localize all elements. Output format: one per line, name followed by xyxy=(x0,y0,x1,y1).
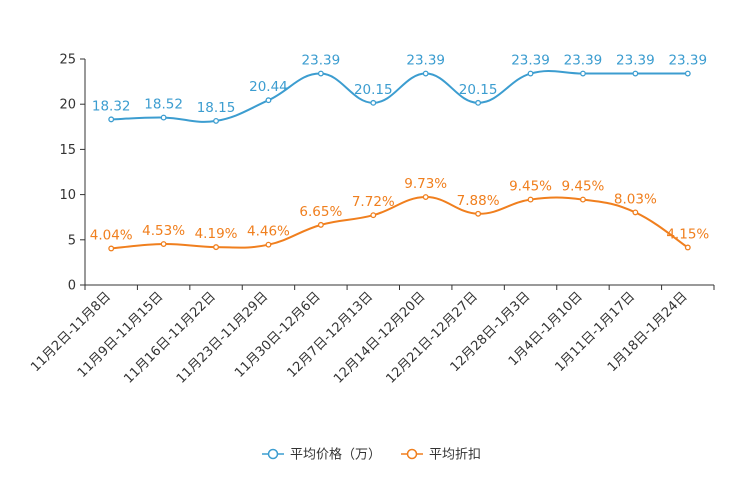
y-tick-label: 10 xyxy=(59,188,76,203)
discount-data-label: 4.19% xyxy=(195,226,238,242)
price-point xyxy=(684,70,691,77)
price-data-label: 23.39 xyxy=(616,53,655,69)
discount-data-label: 4.04% xyxy=(90,227,133,243)
price-point xyxy=(475,99,482,106)
price-data-label: 20.44 xyxy=(249,79,288,95)
price-point xyxy=(160,114,167,121)
discount-data-label: 7.72% xyxy=(352,194,395,210)
price-data-label: 18.52 xyxy=(144,97,183,113)
price-point xyxy=(213,117,219,124)
x-tick-label: 11月16日-11月22日 xyxy=(121,289,218,386)
price-data-label: 23.39 xyxy=(511,53,550,69)
discount-point xyxy=(580,196,586,203)
price-point xyxy=(370,99,377,106)
discount-data-label: 9.73% xyxy=(404,176,447,192)
discount-data-label: 4.46% xyxy=(247,224,290,240)
price-data-label: 18.15 xyxy=(197,100,236,116)
discount-point xyxy=(160,241,167,247)
discount-data-label: 7.88% xyxy=(457,193,500,209)
discount-point xyxy=(213,244,219,251)
discount-legend-label: 平均折扣 xyxy=(429,448,481,463)
price-data-label: 23.39 xyxy=(302,53,341,69)
discount-point xyxy=(370,212,377,219)
price-point xyxy=(527,70,534,77)
discount-point xyxy=(684,244,691,251)
discount-point xyxy=(475,210,482,217)
discount-point xyxy=(108,245,115,252)
price-point xyxy=(632,70,639,77)
discount-data-label: 4.53% xyxy=(142,223,185,239)
discount-data-label: 6.65% xyxy=(299,204,342,220)
discount-point xyxy=(422,194,429,200)
discount-point xyxy=(632,209,639,216)
y-tick-label: 0 xyxy=(68,279,76,294)
price-point xyxy=(422,70,429,77)
discount-data-label: 4.15% xyxy=(666,226,709,242)
price-data-label: 20.15 xyxy=(354,82,393,98)
price-data-label: 18.32 xyxy=(92,98,131,114)
discount-point xyxy=(527,196,534,203)
price-point xyxy=(580,70,586,77)
price-point xyxy=(108,116,115,123)
discount-data-label: 9.45% xyxy=(562,179,605,195)
discount-point xyxy=(265,241,272,248)
y-tick-label: 5 xyxy=(68,233,76,248)
discount-series-line xyxy=(111,196,689,250)
x-tick-label: 12月14日-12月20日 xyxy=(331,289,428,386)
price-data-label: 20.15 xyxy=(459,82,498,98)
x-tick-label: 12月21日-12月27日 xyxy=(383,289,480,386)
y-tick-label: 15 xyxy=(59,143,76,158)
price-legend-label: 平均价格（万） xyxy=(290,447,381,463)
price-point xyxy=(265,97,272,104)
price-data-label: 23.39 xyxy=(564,53,603,69)
discount-point xyxy=(317,221,324,228)
price-data-label: 23.39 xyxy=(668,53,707,69)
discount-data-label: 9.45% xyxy=(509,179,552,195)
price-legend-marker xyxy=(267,448,279,460)
price-data-label: 23.39 xyxy=(406,53,445,69)
price-point xyxy=(317,70,324,77)
y-tick-label: 20 xyxy=(59,98,76,113)
discount-legend-marker xyxy=(406,448,418,460)
x-tick-label: 11月23日-11月29日 xyxy=(174,289,271,386)
y-tick-label: 25 xyxy=(59,53,76,68)
discount-data-label: 8.03% xyxy=(614,191,657,207)
